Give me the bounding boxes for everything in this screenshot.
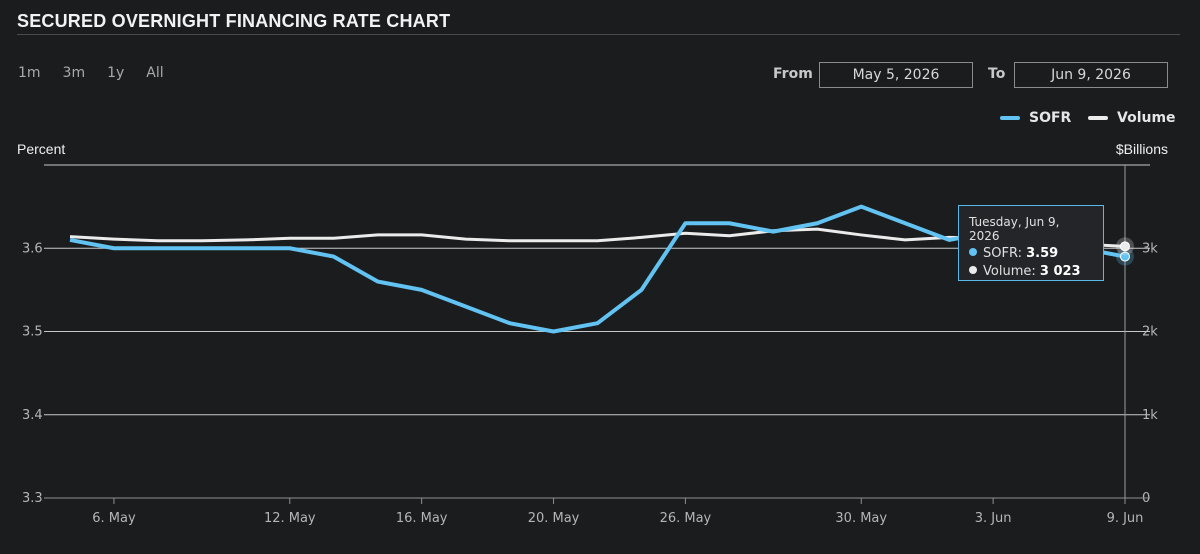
- left-tick-label: 3.4: [22, 408, 43, 423]
- x-tick-label: 26. May: [660, 511, 712, 526]
- right-tick-label: 3k: [1142, 241, 1158, 256]
- range-1m-button[interactable]: 1m: [18, 65, 41, 81]
- tooltip-sofr-value: 3.59: [1026, 246, 1059, 261]
- right-tick-label: 1k: [1142, 408, 1158, 423]
- tooltip-sofr-row: SOFR: 3.59: [969, 246, 1093, 261]
- sofr-swatch: [1000, 116, 1020, 120]
- x-tick-label: 9. Jun: [1107, 511, 1144, 526]
- title-divider: [17, 34, 1180, 35]
- tooltip-volume-value: 3 023: [1039, 264, 1081, 279]
- legend-label-volume: Volume: [1117, 110, 1176, 126]
- sofr-line: [69, 204, 1126, 334]
- tooltip-sofr-label: SOFR:: [983, 246, 1022, 261]
- tooltip-volume-label: Volume:: [983, 264, 1036, 279]
- to-label: To: [988, 66, 1006, 82]
- left-tick-label: 3.3: [22, 491, 43, 506]
- x-tick-label: 20. May: [528, 511, 580, 526]
- sofr-dot-icon: [969, 248, 977, 256]
- right-tick-label: 2k: [1142, 325, 1158, 340]
- volume-hover-point: [1120, 241, 1130, 252]
- from-date-input[interactable]: May 5, 2026: [819, 62, 973, 88]
- x-tick-label: 16. May: [396, 511, 448, 526]
- from-label: From: [773, 66, 813, 82]
- x-tick-label: 3. Jun: [975, 511, 1012, 526]
- x-tick-label: 30. May: [835, 511, 887, 526]
- tooltip-volume-row: Volume: 3 023: [969, 264, 1093, 279]
- range-1y-button[interactable]: 1y: [107, 65, 125, 81]
- tooltip-date: Tuesday, Jun 9, 2026: [969, 215, 1060, 243]
- left-tick-label: 3.5: [22, 325, 43, 340]
- tooltip: Tuesday, Jun 9, 2026 SOFR: 3.59 Volume: …: [958, 205, 1104, 281]
- legend-label-sofr: SOFR: [1029, 110, 1072, 126]
- right-axis-title: $Billions: [1115, 141, 1168, 157]
- sofr-hover-point: [1120, 251, 1130, 262]
- left-tick-label: 3.6: [22, 241, 43, 256]
- x-tick-label: 12. May: [264, 511, 316, 526]
- legend-item-volume[interactable]: Volume: [1088, 110, 1176, 126]
- volume-line: [69, 227, 1126, 248]
- to-date-input[interactable]: Jun 9, 2026: [1014, 62, 1168, 88]
- page-title: SECURED OVERNIGHT FINANCING RATE CHART: [17, 11, 451, 31]
- volume-swatch: [1088, 116, 1108, 120]
- range-selector: 1m 3m 1y All: [18, 65, 164, 81]
- range-3m-button[interactable]: 3m: [62, 65, 86, 81]
- legend-item-sofr[interactable]: SOFR: [1000, 110, 1071, 126]
- volume-dot-icon: [969, 266, 977, 274]
- range-all-button[interactable]: All: [146, 65, 164, 81]
- x-tick-label: 6. May: [92, 511, 136, 526]
- left-axis-title: Percent: [17, 141, 66, 157]
